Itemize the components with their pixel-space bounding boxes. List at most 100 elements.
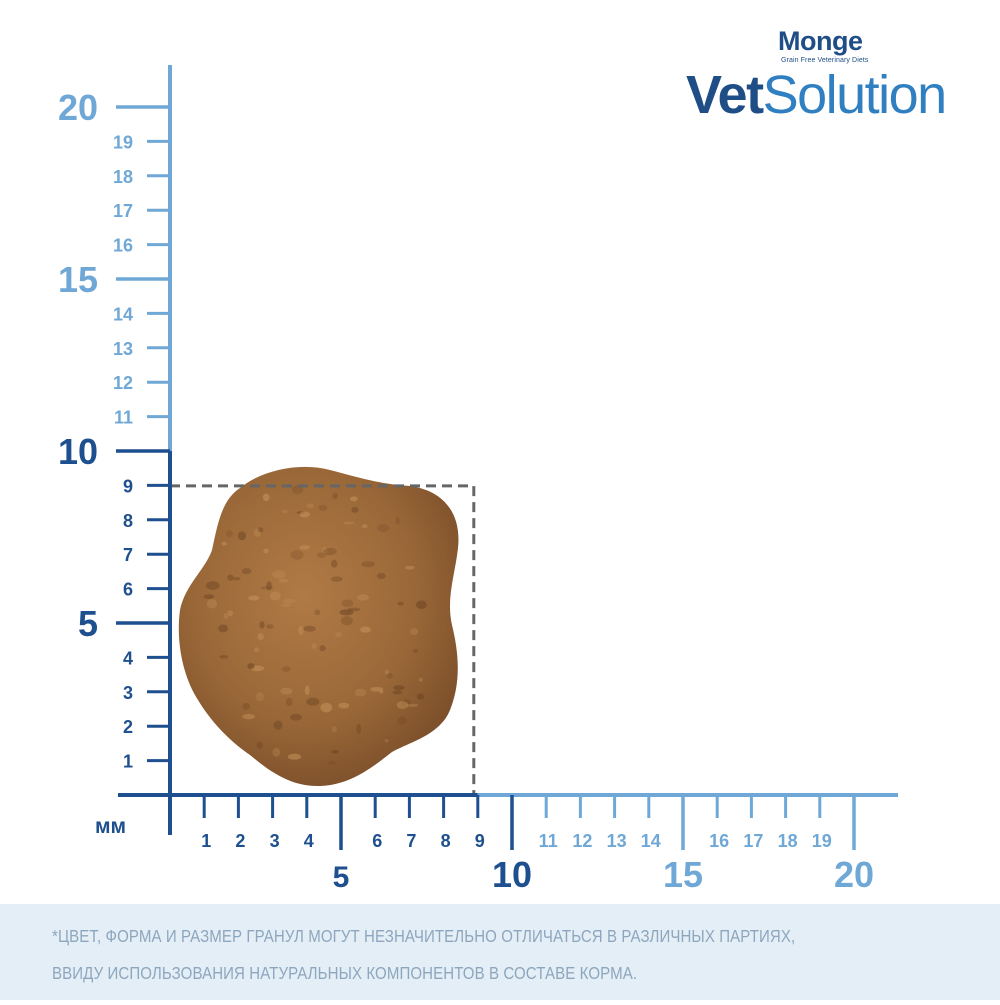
kibble-texture-spot <box>357 594 369 601</box>
kibble-texture-spot <box>376 572 386 580</box>
kibble-texture-spot <box>316 552 326 558</box>
kibble-texture-spot <box>282 598 296 604</box>
kibble-texture-spot <box>397 601 404 606</box>
kibble-texture-spot <box>248 595 260 601</box>
kibble-texture-spot <box>254 647 260 653</box>
horizontal-minor-label: 18 <box>778 831 798 851</box>
kibble-texture-spot <box>259 621 265 629</box>
vertical-minor-label: 2 <box>123 717 133 737</box>
horizontal-minor-label: 4 <box>304 831 314 851</box>
kibble-texture-spot <box>221 541 227 546</box>
kibble-texture-spot <box>320 702 333 713</box>
kibble-texture-spot <box>347 607 361 612</box>
kibble-texture-spot <box>334 632 343 638</box>
kibble-texture-spot <box>241 568 252 575</box>
vertical-major-label: 15 <box>58 259 98 300</box>
kibble-texture-spot <box>278 578 289 583</box>
vertical-minor-label: 16 <box>113 236 133 256</box>
kibble-texture-spot <box>318 504 328 512</box>
vertical-minor-label: 1 <box>123 752 133 772</box>
kibble-texture-spot <box>379 689 384 694</box>
kibble-texture-spot <box>393 685 405 691</box>
horizontal-minor-label: 3 <box>270 831 280 851</box>
kibble-texture-spot <box>257 633 264 641</box>
kibble-texture-spot <box>272 747 281 757</box>
kibble-texture-spot <box>226 530 233 538</box>
kibble-texture-spot <box>384 739 389 743</box>
kibble-texture-spot <box>260 586 274 590</box>
kibble-texture-spot <box>272 570 286 579</box>
horizontal-minor-label: 6 <box>372 831 382 851</box>
kibble-texture-spot <box>306 503 315 509</box>
horizontal-minor-label: 2 <box>235 831 245 851</box>
kibble-texture-spot <box>339 609 354 616</box>
horizontal-minor-label: 1 <box>201 831 211 851</box>
monge-logo: Monge <box>778 26 863 56</box>
vetsolution-logo: VetSolution <box>686 64 948 126</box>
kibble-texture-spot <box>395 517 400 525</box>
kibble-texture-spot <box>323 547 337 556</box>
kibble-texture-spot <box>354 688 367 697</box>
kibble-texture-spot <box>361 524 368 529</box>
kibble-texture-spot <box>412 648 419 653</box>
kibble-texture-spot <box>405 565 415 570</box>
kibble-texture-spot <box>206 598 218 609</box>
kibble-texture-spot <box>304 685 310 696</box>
kibble-texture-spot <box>328 761 336 765</box>
disclaimer-line-2: ВВИДУ ИСПОЛЬЗОВАНИЯ НАТУРАЛЬНЫХ КОМПОНЕН… <box>52 963 638 983</box>
kibble-texture-spot <box>306 697 320 706</box>
disclaimer-line-1: *ЦВЕТ, ФОРМА И РАЗМЕР ГРАНУЛ МОГУТ НЕЗНА… <box>52 926 796 946</box>
kibble-pellet <box>178 466 459 787</box>
kibble-texture-spot <box>256 741 263 749</box>
kibble-texture-spot <box>343 521 355 525</box>
vertical-minor-label: 13 <box>113 339 133 359</box>
horizontal-minor-label: 7 <box>406 831 416 851</box>
vertical-minor-label: 18 <box>113 167 133 187</box>
kibble-texture-spot <box>384 669 389 675</box>
horizontal-minor-label: 17 <box>743 831 763 851</box>
kibble-texture-spot <box>405 703 419 707</box>
horizontal-minor-label: 11 <box>539 831 558 851</box>
vertical-minor-label: 9 <box>123 476 133 496</box>
vetsolution-logo-regular: Solution <box>762 65 948 125</box>
monge-tagline: Grain Free Veterinary Diets <box>781 57 869 64</box>
kibble-texture-spot <box>242 702 250 710</box>
kibble-texture-spot <box>396 701 409 709</box>
vetsolution-logo-bold: Vet <box>686 65 764 125</box>
kibble-texture-spot <box>262 493 270 502</box>
kibble-texture-spot <box>319 645 326 652</box>
horizontal-major-label: 15 <box>663 854 703 895</box>
kibble-texture-spot <box>266 624 274 629</box>
kibble-texture-spot <box>341 599 354 608</box>
vertical-minor-label: 8 <box>123 511 133 531</box>
kibble-texture-spot <box>392 690 403 695</box>
kibble-texture-spot <box>273 720 283 730</box>
vertical-minor-label: 12 <box>113 373 133 393</box>
horizontal-minor-label: 12 <box>572 831 592 851</box>
kibble-texture-spot <box>266 581 272 591</box>
kibble-texture-spot <box>227 574 234 581</box>
kibble-texture-spot <box>205 581 220 590</box>
horizontal-minor-label: 16 <box>709 831 729 851</box>
kibble-texture-spot <box>386 672 393 679</box>
kibble-texture-spot <box>332 492 338 499</box>
kibble-texture-spot <box>263 548 269 554</box>
kibble-texture-spot <box>289 713 302 721</box>
kibble-texture-spot <box>350 496 358 502</box>
horizontal-minor-label: 8 <box>441 831 451 851</box>
kibble-texture-spot <box>227 610 234 617</box>
kibble-texture-spot <box>203 594 215 600</box>
vertical-major-label: 5 <box>78 603 98 644</box>
kibble-texture-spot <box>269 591 281 601</box>
kibble-texture-spot <box>237 531 246 541</box>
horizontal-minor-label: 14 <box>641 831 661 851</box>
kibble-texture-spot <box>415 600 428 609</box>
kibble-texture-spot <box>298 625 304 636</box>
disclaimer-footer: *ЦВЕТ, ФОРМА И РАЗМЕР ГРАНУЛ МОГУТ НЕЗНА… <box>0 904 1000 1000</box>
kibble-texture-spot <box>370 687 384 692</box>
kibble-texture-spot <box>340 616 353 626</box>
kibble-texture-spot <box>377 524 390 532</box>
kibble-texture-spot <box>410 628 419 636</box>
vertical-major-label: 20 <box>58 87 98 128</box>
